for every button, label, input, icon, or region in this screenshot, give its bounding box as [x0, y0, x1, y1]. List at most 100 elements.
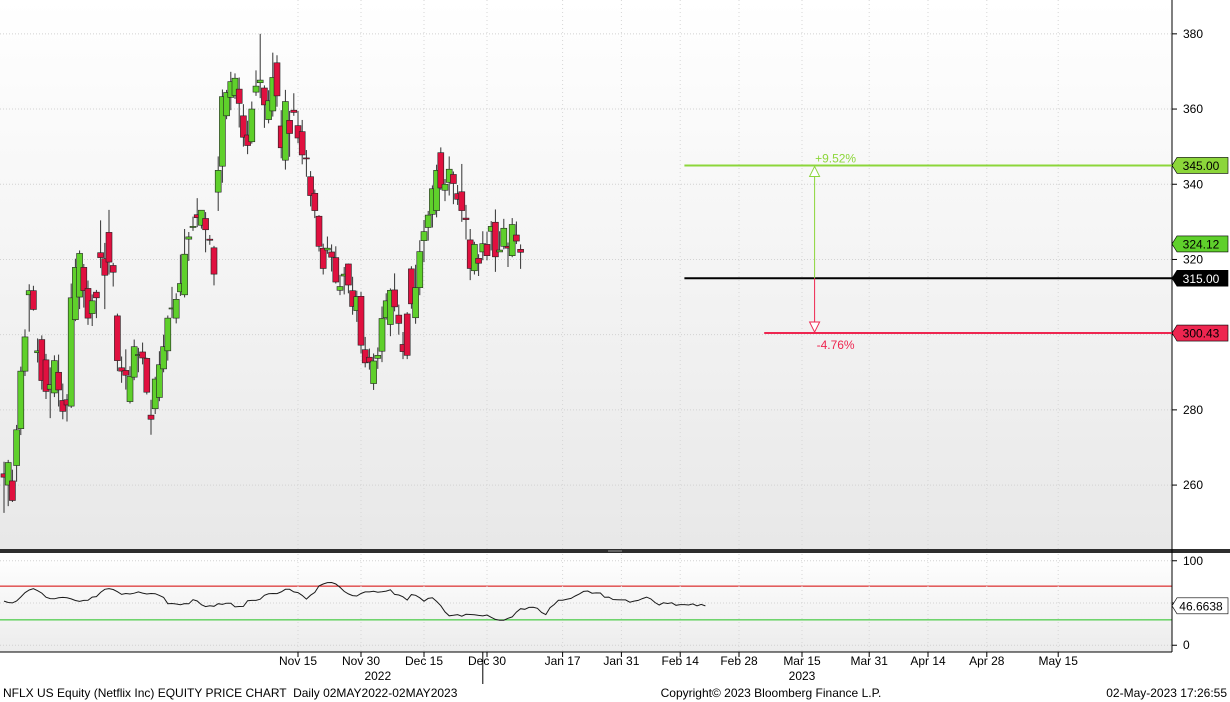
candle — [290, 93, 298, 116]
candle — [97, 220, 104, 269]
price-tick-label: 360 — [1183, 102, 1203, 116]
candle-body-down — [483, 244, 491, 256]
candle — [93, 289, 100, 319]
candle-body-down — [462, 217, 470, 220]
candle — [21, 329, 29, 377]
footer-description: NFLX US Equity (Netflix Inc) EQUITY PRIC… — [3, 686, 458, 700]
candle — [420, 219, 428, 263]
candle — [30, 285, 37, 311]
candle-body-down — [303, 157, 310, 160]
indicator-value-tag-box — [1171, 597, 1229, 615]
candle-body-down — [408, 268, 415, 305]
candle-body-down — [80, 267, 88, 291]
candle-body-down — [147, 414, 155, 420]
candle-body-down — [475, 258, 482, 264]
candle — [13, 424, 20, 482]
price-tags: 345.00 324.12 315.00 300.43 46.6638 — [1171, 157, 1229, 615]
candle — [298, 119, 306, 165]
candle-body-down — [319, 247, 327, 269]
candle — [130, 339, 138, 381]
candle — [471, 241, 478, 275]
candle — [307, 171, 314, 207]
indicator-tick-label: 0 — [1183, 638, 1190, 652]
indicator-line — [3, 581, 706, 621]
candle — [303, 150, 310, 177]
candle — [391, 273, 398, 312]
footer-copyright: Copyright© 2023 Bloomberg Finance L.P. — [661, 686, 882, 700]
date-tick-label: Mar 15 — [783, 654, 821, 668]
candle — [462, 204, 470, 240]
candle — [105, 209, 113, 275]
year-label: 2022 — [364, 669, 391, 683]
candle — [370, 353, 377, 390]
candle-body-up — [164, 317, 172, 352]
candle-body-down — [93, 291, 100, 299]
candle-body-down — [361, 349, 369, 364]
candle — [118, 356, 125, 383]
candle-body-down — [366, 356, 373, 363]
date-tick-label: Nov 15 — [279, 654, 317, 668]
candle-body-down — [139, 351, 146, 359]
candle-body-up — [223, 92, 230, 117]
price-tick-label: 380 — [1183, 27, 1203, 41]
candle — [324, 236, 331, 254]
candle-body-down — [55, 371, 62, 391]
candle-body-up — [500, 227, 508, 247]
candle — [387, 288, 394, 337]
mid-level-tag: 315.00 — [1171, 269, 1229, 287]
candle — [235, 77, 243, 128]
date-tick-label: Mar 31 — [851, 654, 889, 668]
candle — [483, 231, 491, 261]
candle — [248, 101, 256, 144]
up-arrow-head — [808, 165, 821, 177]
candle — [240, 104, 247, 147]
candle-body-up — [126, 376, 134, 402]
candle-body-down — [122, 370, 130, 376]
candle-body-up — [198, 209, 205, 226]
candle-body-down — [345, 263, 352, 286]
candle — [156, 351, 163, 402]
candle-body-up — [416, 251, 424, 288]
candle — [408, 266, 415, 309]
candle-body-up — [370, 360, 377, 384]
upper-level-tag: 345.00 — [1171, 157, 1229, 174]
candle — [496, 231, 503, 253]
candle-body-down — [315, 215, 323, 247]
candle-body-down — [261, 87, 268, 106]
date-tick-label: Apr 14 — [910, 654, 946, 668]
candle-body-up — [189, 226, 197, 228]
date-tick-label: Dec 30 — [468, 654, 506, 668]
candle-body-up — [412, 287, 419, 319]
candle — [357, 291, 365, 354]
candle — [378, 306, 386, 363]
candle-body-up — [214, 170, 222, 193]
candle-body-up — [378, 318, 386, 352]
candle — [126, 366, 134, 404]
indicator-series — [3, 581, 706, 621]
candle — [517, 244, 524, 269]
candle-body-down — [492, 221, 499, 258]
candle-body-down — [9, 480, 16, 501]
lower-level-tag-label: 300.43 — [1183, 327, 1220, 341]
candle-body-up — [374, 355, 382, 359]
candle-body-up — [13, 429, 20, 466]
candle — [67, 283, 75, 408]
candle — [114, 313, 121, 372]
candle-body-down — [101, 258, 109, 276]
candle — [101, 242, 109, 310]
candle-body-up — [67, 297, 75, 407]
indicator-tick-label: 100 — [1183, 554, 1203, 568]
candle — [273, 55, 281, 107]
candle — [185, 232, 193, 261]
mid-level-tag-label: 315.00 — [1183, 272, 1220, 286]
candle — [319, 243, 327, 275]
candle-body-down — [286, 120, 293, 134]
candle — [172, 293, 180, 324]
candle — [80, 263, 88, 308]
candle-body-down — [206, 238, 214, 241]
candle-body-up — [185, 236, 193, 240]
candle-body-down — [357, 296, 365, 346]
candle — [139, 342, 146, 365]
candle — [475, 254, 482, 277]
candle — [286, 110, 293, 157]
